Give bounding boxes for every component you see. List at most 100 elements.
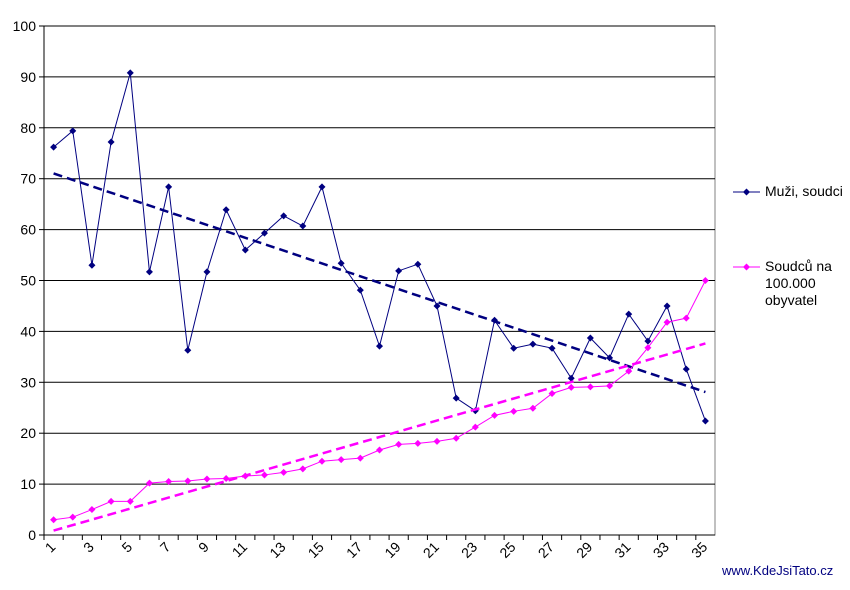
point [318, 183, 326, 191]
point [165, 478, 173, 486]
y-tick-label: 60 [20, 222, 36, 238]
point [701, 277, 709, 284]
point [299, 465, 307, 473]
point [299, 222, 307, 230]
point [241, 472, 249, 480]
y-tick-label: 40 [20, 323, 36, 339]
point [376, 342, 383, 350]
x-tick-label: 13 [266, 538, 288, 560]
point [414, 439, 422, 447]
point [625, 310, 633, 318]
point [663, 302, 671, 310]
y-tick-label: 80 [20, 120, 36, 136]
point [414, 260, 422, 268]
x-tick-label: 17 [343, 538, 365, 560]
x-tick-label: 23 [458, 538, 480, 560]
point [433, 302, 441, 310]
point [452, 434, 460, 442]
y-tick-label: 30 [20, 374, 36, 390]
y-tick-label: 90 [20, 69, 36, 85]
point [356, 286, 364, 294]
point [452, 394, 460, 402]
x-tick-label: 31 [611, 538, 633, 560]
point [491, 316, 499, 324]
x-tick-label: 29 [573, 538, 595, 560]
point [260, 471, 268, 479]
point [69, 513, 77, 521]
y-tick-label: 10 [20, 476, 36, 492]
y-tick-label: 100 [13, 18, 37, 34]
y-tick-label: 70 [20, 171, 36, 187]
trendline [53, 172, 706, 394]
point [548, 389, 556, 397]
point [471, 423, 479, 431]
point [50, 516, 58, 524]
x-tick-label: 25 [496, 538, 518, 560]
point [433, 437, 441, 445]
point [395, 440, 403, 448]
point [356, 454, 364, 462]
point [184, 346, 192, 354]
x-tick-label: 11 [229, 538, 251, 560]
legend-label: Muži, soudci [765, 183, 843, 199]
point [606, 354, 614, 362]
point [184, 477, 192, 485]
point [510, 344, 518, 352]
point [586, 334, 594, 342]
legend-marker [743, 188, 750, 196]
trendline [53, 342, 706, 532]
point [260, 229, 268, 237]
point [203, 268, 211, 276]
point [280, 212, 288, 220]
point [682, 365, 690, 373]
point [222, 475, 230, 483]
x-tick-label: 3 [80, 538, 97, 555]
x-tick-label: 33 [650, 538, 672, 560]
y-tick-label: 0 [28, 527, 36, 543]
point [606, 382, 614, 390]
point [145, 268, 153, 276]
point [126, 497, 134, 505]
source: www.KdeJsiTato.cz [722, 563, 834, 578]
point [126, 69, 134, 77]
point [107, 138, 115, 146]
point [318, 457, 326, 465]
legend-label: Soudců na 100.000 obyvatel [765, 258, 832, 308]
point [69, 127, 77, 135]
point [586, 383, 594, 391]
legend-marker [743, 263, 750, 271]
x-tick-label: 5 [118, 538, 135, 555]
point [529, 404, 537, 412]
point [337, 259, 345, 267]
point [510, 407, 518, 415]
point [88, 506, 96, 514]
x-tick-label: 7 [157, 538, 174, 555]
x-tick-label: 27 [535, 538, 557, 560]
point [50, 143, 58, 151]
y-tick-label: 50 [20, 273, 36, 289]
point [567, 383, 575, 391]
point [644, 337, 652, 345]
point [701, 417, 709, 425]
point [682, 314, 690, 322]
point [376, 446, 383, 454]
point [644, 344, 652, 352]
point [337, 456, 345, 464]
point [280, 468, 288, 476]
point [241, 246, 249, 254]
x-tick-label: 15 [305, 538, 327, 560]
x-tick-label: 21 [420, 538, 442, 560]
point [625, 367, 633, 375]
point [145, 479, 153, 487]
point [395, 267, 403, 275]
series-line [53, 72, 706, 422]
x-tick-label: 1 [42, 538, 59, 555]
point [222, 206, 230, 214]
point [529, 340, 537, 348]
x-tick-label: 35 [688, 538, 710, 560]
point [165, 183, 173, 191]
x-tick-label: 19 [381, 538, 403, 560]
point [567, 374, 575, 382]
